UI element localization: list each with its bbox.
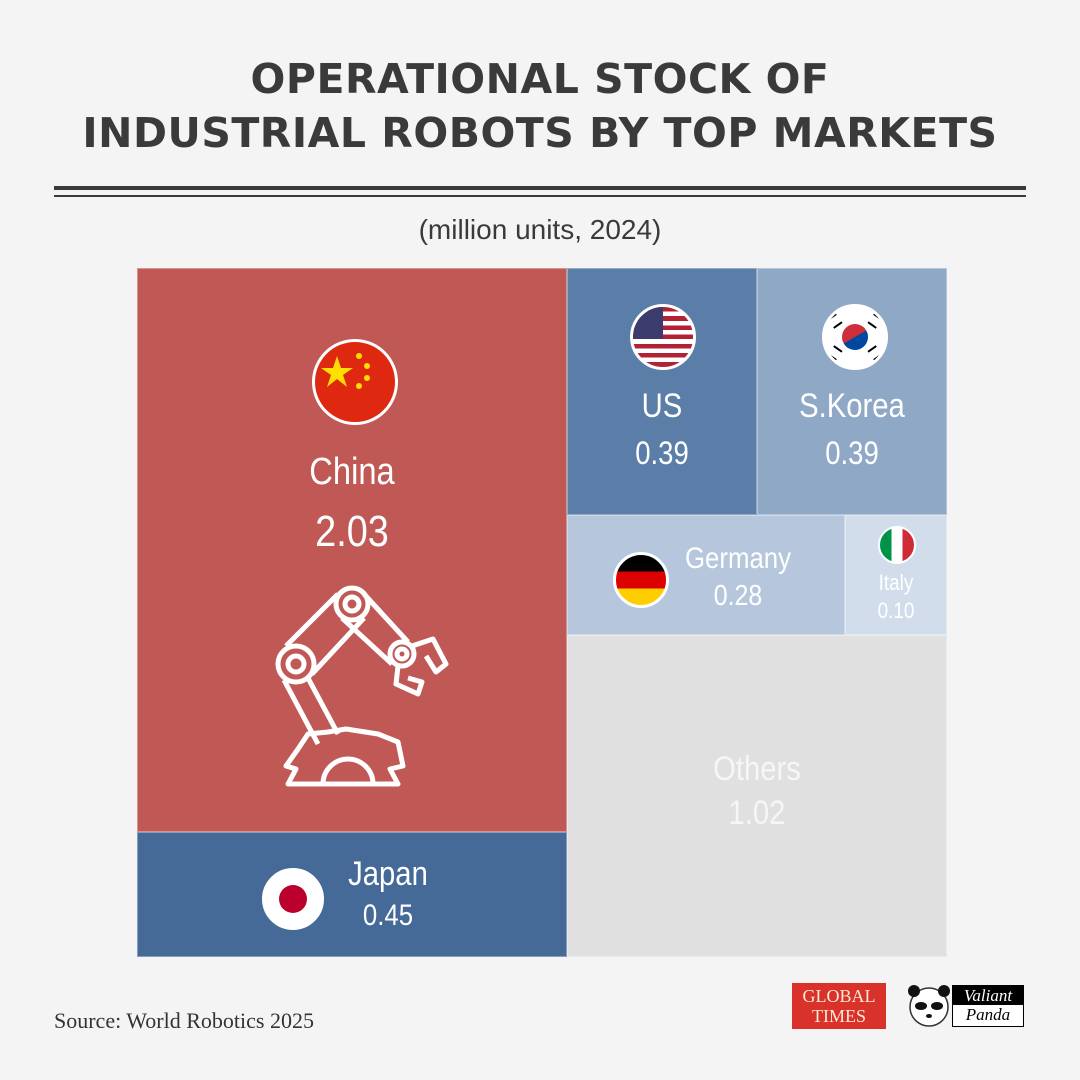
panda-logo-icon <box>908 985 950 1027</box>
south-korea-flag-icon <box>822 304 888 370</box>
chart-subtitle: (million units, 2024) <box>418 214 662 245</box>
chart-title: OPERATIONAL STOCK OF INDUSTRIAL ROBOTS B… <box>82 55 998 157</box>
tile-value: 1.02 <box>728 794 786 832</box>
title-rule <box>54 195 1026 197</box>
tile-germany: Germany 0.28 <box>567 515 845 635</box>
tile-value: 0.45 <box>362 899 414 932</box>
tile-italy: Italy 0.10 <box>845 515 947 635</box>
tile-label: Others <box>713 750 801 788</box>
tile-label: China <box>309 451 395 493</box>
tile-value: 0.10 <box>877 598 915 623</box>
tile-china: China 2.03 <box>137 268 567 832</box>
tile-us: US 0.39 <box>567 268 757 515</box>
tile-south-korea: S.Korea 0.39 <box>757 268 947 515</box>
tile-others: Others 1.02 <box>567 635 947 957</box>
global-times-logo: GLOBAL TIMES <box>792 983 886 1029</box>
germany-flag-icon <box>613 552 669 608</box>
robot-arm-icon <box>275 585 449 787</box>
source-note: Source: World Robotics 2025 <box>54 1008 314 1033</box>
tile-value: 0.39 <box>825 435 879 471</box>
title-rule <box>54 186 1026 190</box>
tile-label: S.Korea <box>799 387 905 425</box>
tile-value: 0.28 <box>713 580 763 612</box>
tile-value: 2.03 <box>315 507 389 556</box>
us-flag-icon <box>630 304 696 370</box>
tile-label: Japan <box>348 855 428 893</box>
china-flag-icon <box>312 339 398 425</box>
italy-flag-icon <box>878 526 916 564</box>
tile-value: 0.39 <box>635 435 689 471</box>
tile-label: Germany <box>684 542 792 575</box>
japan-flag-icon <box>262 868 324 930</box>
tile-label: Italy <box>878 570 914 595</box>
tile-label: US <box>641 387 683 425</box>
tile-japan: Japan 0.45 <box>137 832 567 957</box>
valiant-panda-logo: Valiant Panda <box>952 985 1024 1027</box>
